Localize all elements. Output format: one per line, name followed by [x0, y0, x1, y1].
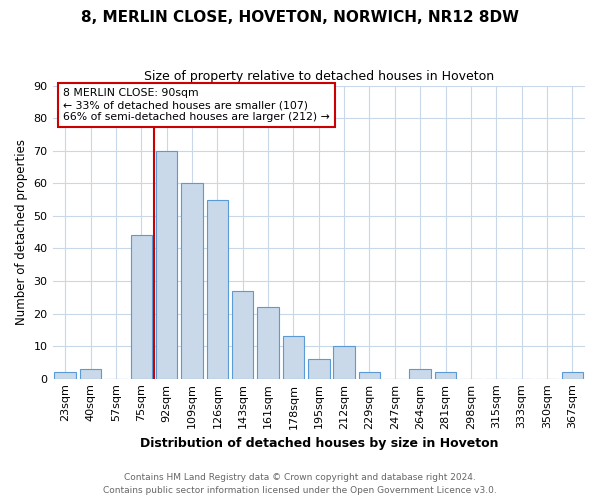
X-axis label: Distribution of detached houses by size in Hoveton: Distribution of detached houses by size … — [140, 437, 498, 450]
Bar — [55, 372, 76, 378]
Bar — [181, 184, 203, 378]
Bar — [308, 359, 329, 378]
Bar — [131, 236, 152, 378]
Bar — [206, 200, 228, 378]
Bar — [80, 369, 101, 378]
Bar — [435, 372, 457, 378]
Text: 8 MERLIN CLOSE: 90sqm
← 33% of detached houses are smaller (107)
66% of semi-det: 8 MERLIN CLOSE: 90sqm ← 33% of detached … — [63, 88, 330, 122]
Bar — [257, 307, 279, 378]
Bar — [562, 372, 583, 378]
Text: 8, MERLIN CLOSE, HOVETON, NORWICH, NR12 8DW: 8, MERLIN CLOSE, HOVETON, NORWICH, NR12 … — [81, 10, 519, 25]
Text: Contains HM Land Registry data © Crown copyright and database right 2024.
Contai: Contains HM Land Registry data © Crown c… — [103, 474, 497, 495]
Title: Size of property relative to detached houses in Hoveton: Size of property relative to detached ho… — [144, 70, 494, 83]
Bar — [156, 150, 178, 378]
Bar — [359, 372, 380, 378]
Y-axis label: Number of detached properties: Number of detached properties — [15, 139, 28, 325]
Bar — [283, 336, 304, 378]
Bar — [409, 369, 431, 378]
Bar — [334, 346, 355, 378]
Bar — [232, 290, 253, 378]
